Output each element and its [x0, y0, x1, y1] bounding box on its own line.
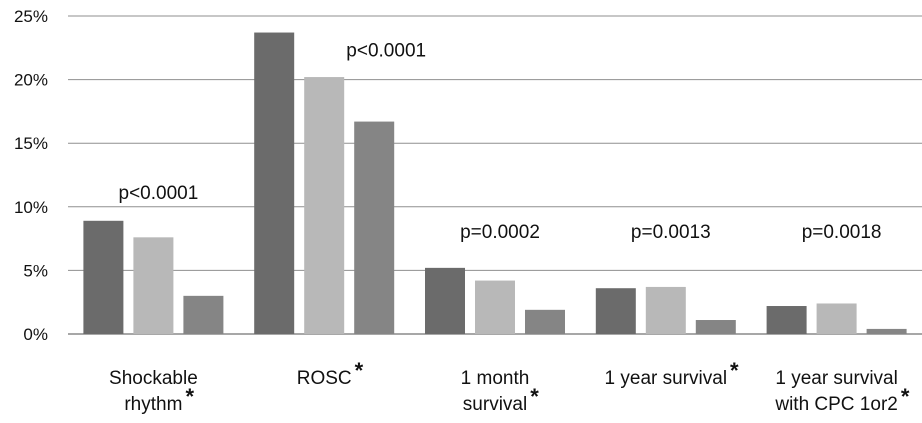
category-label-line: 1 month: [461, 368, 530, 389]
category-label: 1 year survival with CPC 1or2 *: [774, 368, 910, 415]
bar: [83, 220, 124, 334]
significance-asterisk: *: [901, 384, 910, 409]
y-tick-label: 5%: [23, 261, 48, 280]
category-label: ROSC *: [297, 358, 364, 389]
bars: [83, 32, 907, 335]
category-label-line: ROSC: [297, 368, 352, 389]
bar: [645, 286, 686, 334]
category-label-line: 1 year survival: [605, 368, 728, 389]
p-value-labels: p<0.0001 p<0.0001 p=0.0002 p=0.0013 p=0.0018: [119, 41, 882, 243]
category-label-line: 1 year survival: [775, 368, 898, 389]
y-tick-label: 10%: [14, 198, 48, 217]
category-label: Shockable rhythm *: [109, 368, 198, 415]
p-value-label: p=0.0013: [631, 222, 711, 243]
significance-asterisk: *: [355, 358, 364, 383]
bar: [304, 77, 345, 334]
p-value-label: p<0.0001: [119, 183, 199, 204]
bar: [766, 306, 807, 334]
category-label-line: rhythm: [124, 394, 182, 415]
category-label: 1 year survival *: [605, 358, 740, 389]
y-tick-label: 25%: [14, 7, 48, 26]
bar: [816, 303, 857, 334]
bar: [133, 237, 174, 334]
category-label: 1 month survival *: [461, 368, 540, 415]
y-tick-label: 20%: [14, 71, 48, 90]
bar: [866, 328, 907, 334]
category-label-line: Shockable: [109, 368, 198, 389]
bar: [183, 295, 224, 334]
bar: [425, 267, 465, 334]
bar: [695, 320, 736, 334]
p-value-label: p=0.0002: [460, 222, 540, 243]
significance-asterisk: *: [730, 358, 739, 383]
significance-asterisk: *: [530, 384, 539, 409]
y-tick-label: 15%: [14, 134, 48, 153]
bar: [475, 280, 515, 334]
significance-asterisk: *: [185, 384, 194, 409]
bar: [525, 309, 565, 334]
p-value-label: p=0.0018: [802, 222, 882, 243]
category-label-line: survival: [463, 394, 527, 415]
bar: [595, 288, 636, 334]
bar: [354, 121, 395, 335]
y-tick-label: 0%: [23, 325, 48, 344]
category-label-line: with CPC 1or2: [774, 394, 898, 415]
p-value-label: p<0.0001: [346, 41, 426, 62]
bar: [254, 32, 295, 334]
y-axis-ticks: 0% 5% 10% 15% 20% 25%: [14, 7, 48, 344]
